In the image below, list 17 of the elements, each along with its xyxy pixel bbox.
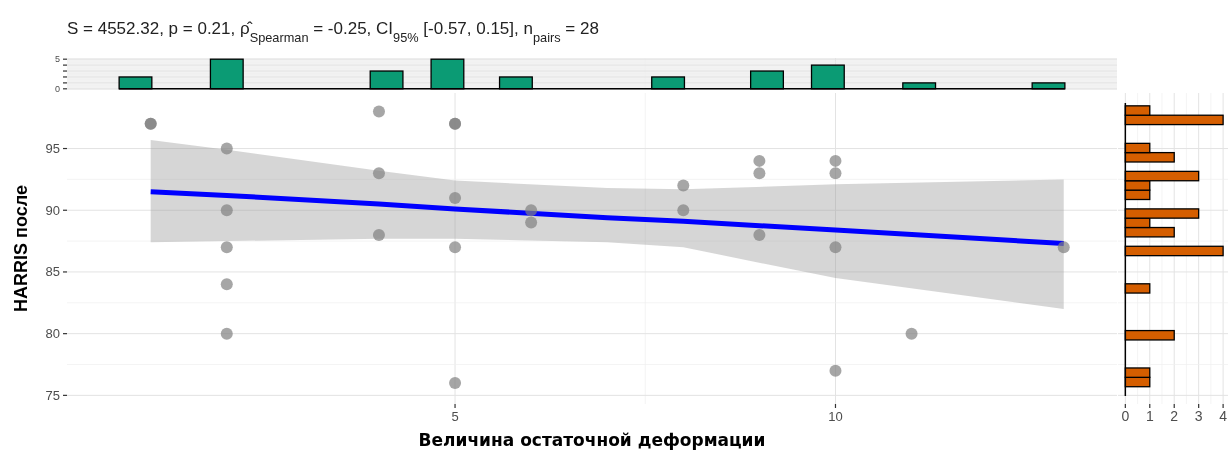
x-tick-label: 3 — [1194, 408, 1203, 424]
y-tick-label: 85 — [45, 264, 60, 280]
x-tick-label: 0 — [1121, 408, 1130, 424]
x-tick-label: 5 — [451, 409, 459, 424]
chart-title: S = 4552.32, p = 0.21, ρ̂$_{Spearman}$ = -0.25, CI$_{95%}$ [-0.57, 0.15], n$_{pairs}$ = 28 — [67, 19, 599, 45]
y-tick-label: 0 — [54, 83, 60, 94]
y-tick-label: 5 — [54, 54, 60, 65]
x-tick-label: 2 — [1170, 408, 1179, 424]
x-axis-title: Величина остаточной деформации — [418, 430, 766, 450]
y-axis-title: HARRIS после — [11, 185, 31, 312]
x-tick-label: 1 — [1145, 408, 1154, 424]
y-tick-label: 90 — [45, 202, 60, 218]
x-tick-label: 4 — [1219, 408, 1228, 424]
y-tick-label: 75 — [45, 387, 60, 403]
y-tick-label: 80 — [45, 326, 60, 342]
y-tick-label: 95 — [45, 141, 60, 157]
x-tick-label: 10 — [828, 409, 843, 424]
